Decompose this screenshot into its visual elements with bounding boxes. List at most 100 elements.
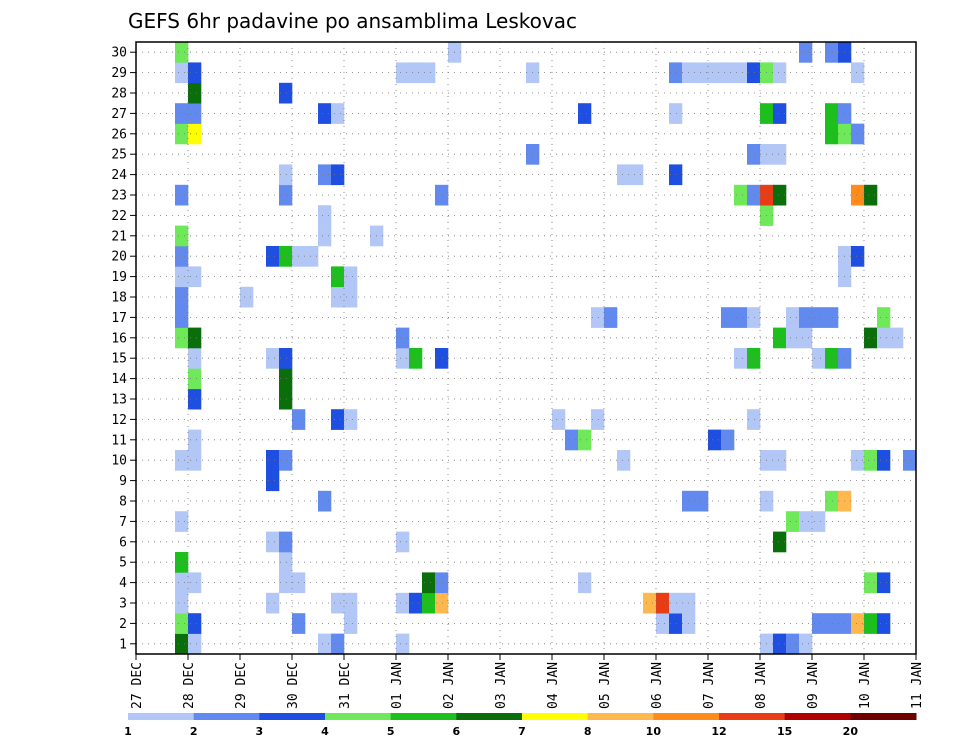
- precip-cell: [396, 531, 410, 553]
- precip-cell: [903, 450, 917, 471]
- precip-cell: [825, 42, 839, 63]
- y-tick-label: 18: [111, 291, 127, 306]
- precip-cell: [318, 103, 332, 124]
- precip-cell: [266, 246, 280, 267]
- precip-cell: [578, 572, 592, 594]
- precip-cell: [175, 592, 189, 614]
- precip-cell: [422, 62, 436, 84]
- precip-cell: [188, 429, 202, 451]
- precip-cell: [188, 388, 202, 410]
- y-tick-label: 5: [119, 556, 127, 571]
- precip-cell: [175, 327, 189, 349]
- precip-cell: [591, 307, 605, 328]
- precip-cell: [825, 613, 839, 634]
- precip-cell: [396, 62, 410, 84]
- legend-label: 4: [321, 725, 329, 738]
- x-tick-label: 08 JAN: [754, 662, 769, 709]
- precip-cell: [396, 327, 410, 349]
- y-tick-label: 1: [119, 637, 127, 652]
- precip-cell: [721, 62, 735, 84]
- precip-cell: [773, 633, 787, 655]
- precip-cell: [617, 450, 631, 471]
- precip-cell: [188, 348, 202, 369]
- precip-cell: [318, 205, 332, 226]
- precip-cell: [734, 184, 748, 206]
- precip-cell: [669, 62, 683, 84]
- x-axis-ticks: 27 DEC 28 DEC 29 DEC 30 DEC 31 DEC 01 JAN 02 J…: [130, 654, 925, 709]
- x-tick-label: 01 JAN: [390, 662, 405, 709]
- x-tick-label: 07 JAN: [702, 662, 717, 709]
- precip-cell: [578, 429, 592, 451]
- legend-label: 10: [646, 725, 662, 738]
- legend-swatch: [128, 713, 195, 720]
- legend-label: 6: [453, 725, 461, 738]
- color-legend: 1 2 3 4 5 6 7 8 10 12 15 20: [124, 713, 917, 738]
- precip-cell: [175, 184, 189, 206]
- precip-cell: [786, 307, 800, 328]
- precip-cell: [318, 633, 332, 655]
- precip-cell: [734, 307, 748, 328]
- precip-cell: [344, 286, 358, 308]
- precip-cell: [318, 164, 332, 186]
- precip-cell: [279, 531, 293, 553]
- precip-cell: [825, 103, 839, 124]
- legend-swatch: [456, 713, 523, 720]
- x-tick-label: 10 JAN: [858, 662, 873, 709]
- precip-cell: [175, 613, 189, 634]
- precip-cell: [279, 368, 293, 390]
- precip-cell: [188, 572, 202, 594]
- precip-cell: [175, 572, 189, 594]
- y-tick-label: 19: [111, 270, 127, 285]
- legend-swatch: [653, 713, 720, 720]
- precip-cell: [565, 429, 579, 451]
- precip-cell: [669, 613, 683, 634]
- precip-cell: [747, 184, 761, 206]
- precip-cell: [266, 348, 280, 369]
- precip-cell: [344, 613, 358, 634]
- precip-cell: [773, 531, 787, 553]
- precip-cell: [877, 450, 891, 471]
- precip-cell: [851, 62, 865, 84]
- precip-cell: [409, 592, 423, 614]
- x-tick-label: 09 JAN: [806, 662, 821, 709]
- legend-swatch: [390, 713, 457, 720]
- y-tick-label: 27: [111, 107, 127, 122]
- precip-cell: [331, 592, 345, 614]
- precip-cell: [279, 388, 293, 410]
- precip-cell: [851, 123, 865, 145]
- precip-cell: [409, 62, 423, 84]
- precip-cell: [266, 450, 280, 471]
- precip-cell: [669, 592, 683, 614]
- x-tick-label: 05 JAN: [598, 662, 613, 709]
- precip-cell: [435, 184, 449, 206]
- precip-cell: [331, 164, 345, 186]
- precip-cell: [669, 164, 683, 186]
- legend-swatch: [719, 713, 786, 720]
- y-tick-label: 9: [119, 474, 127, 489]
- precip-cell: [175, 225, 189, 247]
- precip-cell: [695, 490, 709, 512]
- precip-cell: [396, 592, 410, 614]
- precip-cell: [825, 307, 839, 328]
- precip-cell: [331, 409, 345, 430]
- y-tick-label: 21: [111, 229, 127, 244]
- legend-label: 3: [256, 725, 264, 738]
- legend-swatch: [259, 713, 326, 720]
- precip-cell: [773, 184, 787, 206]
- x-tick-label: 28 DEC: [182, 662, 197, 709]
- precip-cell: [331, 103, 345, 124]
- x-tick-label: 03 JAN: [494, 662, 509, 709]
- y-tick-label: 30: [111, 46, 127, 61]
- precip-cell: [175, 286, 189, 308]
- y-tick-label: 20: [111, 250, 127, 265]
- y-tick-label: 12: [111, 413, 127, 428]
- y-tick-label: 6: [119, 535, 127, 550]
- precip-cell: [786, 633, 800, 655]
- precip-cell: [799, 42, 813, 63]
- precip-cell: [331, 633, 345, 655]
- legend-swatch: [850, 713, 917, 720]
- precip-cell: [747, 62, 761, 84]
- y-tick-label: 10: [111, 454, 127, 469]
- precip-cell: [773, 103, 787, 124]
